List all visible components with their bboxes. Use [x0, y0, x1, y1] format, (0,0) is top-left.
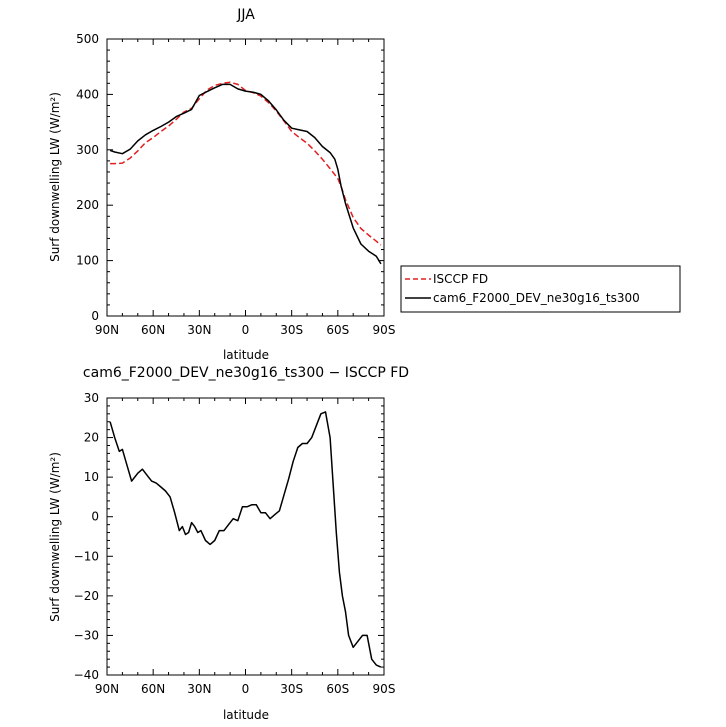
top-panel-title: JJA: [236, 7, 255, 23]
bottom-series: [109, 411, 382, 668]
y-tick-label: 0: [91, 309, 99, 323]
x-tick-label: 90N: [95, 323, 119, 337]
x-tick-label: 60S: [326, 323, 349, 337]
x-tick-label: 0: [242, 682, 250, 696]
y-tick-label: 500: [76, 32, 99, 46]
y-tick-label: 300: [76, 143, 99, 157]
legend-label-isccp: ISCCP FD: [433, 272, 488, 286]
series-line-isccp-fd: [110, 81, 382, 246]
y-tick-label: 30: [84, 391, 99, 405]
top-y-axis-label: Surf downwelling LW (W/m²): [48, 92, 62, 262]
x-tick-label: 30N: [187, 682, 211, 696]
y-tick-label: 0: [91, 510, 99, 524]
y-tick-label: 10: [84, 470, 99, 484]
top-x-axis-label: latitude: [223, 348, 269, 362]
top-plot-frame: [106, 38, 385, 317]
top-ticks: 90N 60N 30N 0 30S 60S 90S 0 100 200 300 400 500: [76, 32, 395, 337]
y-tick-label: 100: [76, 254, 99, 268]
x-tick-label: 90S: [373, 323, 396, 337]
legend-box: [400, 265, 681, 313]
series-line-cam6: [109, 83, 382, 265]
x-tick-label: 60N: [141, 682, 165, 696]
y-tick-label: 400: [76, 87, 99, 101]
x-tick-label: 90S: [373, 682, 396, 696]
y-tick-label: 200: [76, 198, 99, 212]
x-tick-label: 60N: [141, 323, 165, 337]
y-tick-label: 20: [84, 431, 99, 445]
series-line-difference: [109, 411, 382, 668]
x-tick-label: 60S: [326, 682, 349, 696]
x-tick-label: 90N: [95, 682, 119, 696]
top-series: [109, 81, 382, 265]
y-tick-label: −30: [74, 628, 99, 642]
legend: ISCCP FD cam6_F2000_DEV_ne30g16_ts300: [400, 265, 681, 313]
x-tick-label: 30N: [187, 323, 211, 337]
bottom-ticks: 90N 60N 30N 0 30S 60S 90S −40 −30 −20 −10 0 10 20 30: [74, 391, 396, 696]
bottom-panel-difference: cam6_F2000_DEV_ne30g16_ts300 − ISCCP FD …: [48, 365, 409, 722]
y-tick-label: −10: [74, 549, 99, 563]
bottom-panel-title: cam6_F2000_DEV_ne30g16_ts300 − ISCCP FD: [83, 365, 409, 381]
bottom-plot-frame: [106, 397, 385, 676]
x-tick-label: 0: [242, 323, 250, 337]
bottom-x-axis-label: latitude: [223, 708, 269, 722]
y-tick-label: −40: [74, 668, 99, 682]
legend-label-cam6: cam6_F2000_DEV_ne30g16_ts300: [433, 291, 640, 305]
top-panel-jja: JJA 90N 60N 30N 0 30S 60S 90S0100200300400500 …: [48, 7, 395, 362]
x-tick-label: 30S: [280, 682, 303, 696]
y-tick-label: −20: [74, 589, 99, 603]
x-tick-label: 30S: [280, 323, 303, 337]
bottom-y-axis-label: Surf downwelling LW (W/m²): [48, 452, 62, 622]
